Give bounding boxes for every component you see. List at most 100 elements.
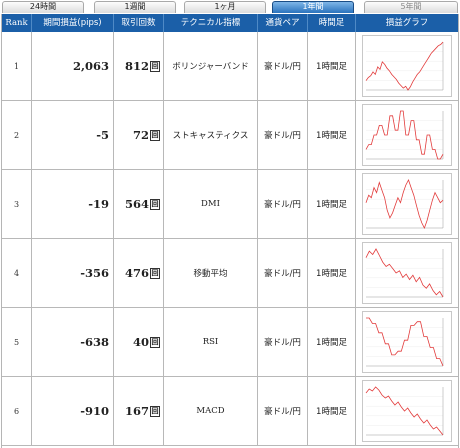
timeframe-cell: 1時間足 bbox=[308, 377, 356, 445]
table-row[interactable]: 3 -19 564 回 DMI 豪ドル/円 1時間足 bbox=[2, 170, 458, 239]
pair-cell: 豪ドル/円 bbox=[258, 101, 308, 169]
technical-name: ストキャスティクス bbox=[172, 131, 249, 141]
count-unit-box: 回 bbox=[150, 405, 160, 417]
pips-cell: 2,063 bbox=[32, 32, 114, 100]
table-row[interactable]: 4 -356 476 回 移動平均 豪ドル/円 1時間足 bbox=[2, 239, 458, 308]
technical-cell: 移動平均 bbox=[164, 239, 258, 307]
profit-graph-thumbnail[interactable] bbox=[362, 104, 452, 166]
rank-cell: 1 bbox=[2, 32, 32, 100]
pair-value: 豪ドル/円 bbox=[264, 62, 301, 72]
table-row[interactable]: 6 -910 167 回 MACD 豪ドル/円 1時間足 bbox=[2, 377, 458, 446]
header-technical: テクニカル指標 bbox=[164, 14, 258, 32]
technical-cell: DMI bbox=[164, 170, 258, 238]
profit-graph-thumbnail[interactable] bbox=[362, 35, 452, 97]
count-unit-box: 回 bbox=[150, 198, 160, 210]
graph-cell bbox=[356, 377, 458, 445]
rank-cell: 3 bbox=[2, 170, 32, 238]
tab-5year[interactable]: 5年間 bbox=[364, 1, 458, 13]
pair-value: 豪ドル/円 bbox=[264, 200, 301, 210]
timeframe-cell: 1時間足 bbox=[308, 170, 356, 238]
pair-value: 豪ドル/円 bbox=[264, 338, 301, 348]
count-unit-box: 回 bbox=[150, 336, 160, 348]
pips-value: 2,063 bbox=[72, 59, 109, 73]
pair-cell: 豪ドル/円 bbox=[258, 308, 308, 376]
count-unit-box: 回 bbox=[150, 129, 160, 141]
tab-24h[interactable]: 24時間 bbox=[2, 1, 84, 13]
timeframe-value: 1時間足 bbox=[316, 269, 347, 279]
pair-cell: 豪ドル/円 bbox=[258, 170, 308, 238]
technical-cell: ボリンジャーバンド bbox=[164, 32, 258, 100]
profit-graph-thumbnail[interactable] bbox=[362, 242, 452, 304]
profit-graph-thumbnail[interactable] bbox=[362, 380, 452, 442]
tab-1year[interactable]: 1年間 bbox=[272, 1, 354, 13]
header-pips: 期間損益(pips) bbox=[32, 14, 114, 32]
profit-graph-thumbnail[interactable] bbox=[362, 173, 452, 235]
rank-cell: 4 bbox=[2, 239, 32, 307]
pair-value: 豪ドル/円 bbox=[264, 131, 301, 141]
header-graph: 損益グラフ bbox=[385, 18, 429, 28]
rank-value: 4 bbox=[13, 268, 20, 278]
technical-name: MACD bbox=[196, 406, 225, 416]
count-unit-box: 回 bbox=[150, 60, 160, 72]
profit-sparkline bbox=[365, 248, 444, 298]
pair-cell: 豪ドル/円 bbox=[258, 239, 308, 307]
count-cell: 40 回 bbox=[114, 308, 164, 376]
rank-value: 2 bbox=[13, 130, 20, 140]
timeframe-value: 1時間足 bbox=[316, 407, 347, 417]
timeframe-value: 1時間足 bbox=[316, 131, 347, 141]
pips-cell: -356 bbox=[32, 239, 114, 307]
pips-value: -5 bbox=[96, 128, 109, 142]
ranking-table: Rank 期間損益(pips) 取引回数 テクニカル指標 通貨ペア 時間足 損益… bbox=[1, 14, 459, 448]
technical-cell: MACD bbox=[164, 377, 258, 445]
period-tabs: 24時間 1週間 1ヶ月 1年間 5年間 bbox=[0, 0, 460, 13]
technical-name: DMI bbox=[201, 199, 220, 209]
timeframe-cell: 1時間足 bbox=[308, 32, 356, 100]
tab-1month[interactable]: 1ヶ月 bbox=[184, 1, 266, 13]
technical-name: ボリンジャーバンド bbox=[172, 62, 249, 72]
timeframe-cell: 1時間足 bbox=[308, 239, 356, 307]
timeframe-cell: 1時間足 bbox=[308, 101, 356, 169]
pips-value: -356 bbox=[80, 266, 109, 280]
rank-value: 1 bbox=[13, 61, 20, 71]
profit-sparkline bbox=[365, 41, 444, 91]
pips-value: -910 bbox=[80, 404, 109, 418]
tab-1week[interactable]: 1週間 bbox=[94, 1, 176, 13]
profit-sparkline bbox=[365, 110, 444, 160]
pips-cell: -638 bbox=[32, 308, 114, 376]
pair-cell: 豪ドル/円 bbox=[258, 377, 308, 445]
graph-cell bbox=[356, 32, 458, 100]
technical-cell: RSI bbox=[164, 308, 258, 376]
count-cell: 476 回 bbox=[114, 239, 164, 307]
count-cell: 72 回 bbox=[114, 101, 164, 169]
table-row[interactable]: 2 -5 72 回ストキャスティクス 豪ドル/円 1時間足 bbox=[2, 101, 458, 170]
pips-cell: -910 bbox=[32, 377, 114, 445]
technical-cell: ストキャスティクス bbox=[164, 101, 258, 169]
table-row[interactable]: 5 -638 40 回 RSI 豪ドル/円 1時間足 bbox=[2, 308, 458, 377]
count-value: 812 bbox=[124, 59, 149, 73]
table-header: Rank 期間損益(pips) 取引回数 テクニカル指標 通貨ペア 時間足 損益… bbox=[2, 14, 458, 32]
count-unit-box: 回 bbox=[150, 267, 160, 279]
timeframe-value: 1時間足 bbox=[316, 338, 347, 348]
technical-name: RSI bbox=[202, 337, 219, 347]
header-timeframe: 時間足 bbox=[308, 14, 356, 32]
table-row[interactable]: 1 2,063 812 回 ボリンジャーバンド 豪ドル/円 1時間足 bbox=[2, 32, 458, 101]
rank-cell: 6 bbox=[2, 377, 32, 445]
pair-value: 豪ドル/円 bbox=[264, 269, 301, 279]
count-value: 72 bbox=[132, 128, 149, 142]
rank-value: 5 bbox=[13, 337, 20, 347]
pips-value: -638 bbox=[80, 335, 109, 349]
rank-value: 6 bbox=[13, 406, 20, 416]
count-value: 476 bbox=[124, 266, 149, 280]
technical-name: 移動平均 bbox=[193, 269, 228, 279]
pair-value: 豪ドル/円 bbox=[264, 407, 301, 417]
rank-value: 3 bbox=[13, 199, 20, 209]
header-rank: Rank bbox=[2, 14, 32, 32]
pair-cell: 豪ドル/円 bbox=[258, 32, 308, 100]
profit-graph-thumbnail[interactable] bbox=[362, 311, 452, 373]
profit-sparkline bbox=[365, 178, 444, 230]
count-value: 167 bbox=[124, 404, 149, 418]
count-cell: 564 回 bbox=[114, 170, 164, 238]
count-cell: 167 回 bbox=[114, 377, 164, 445]
graph-cell bbox=[356, 308, 458, 376]
timeframe-cell: 1時間足 bbox=[308, 308, 356, 376]
